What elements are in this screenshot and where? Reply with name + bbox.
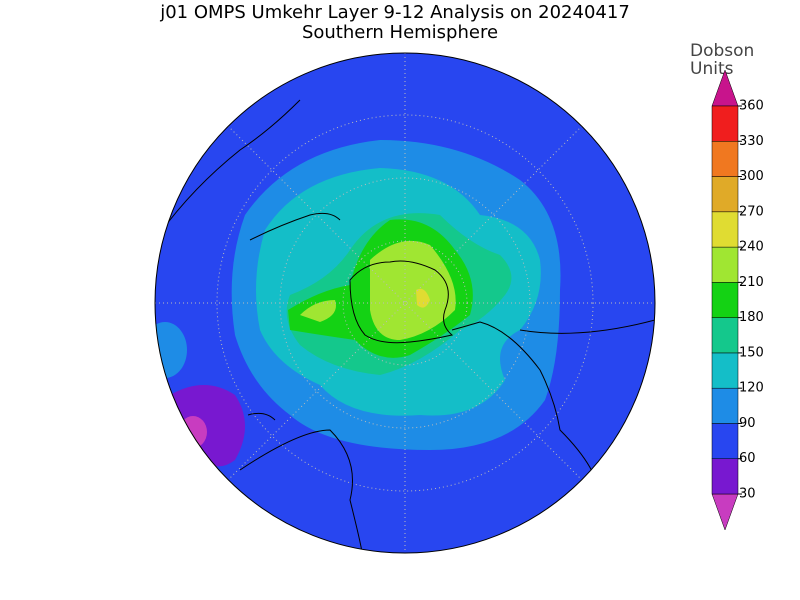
- colorbar-tick-label: 30: [739, 487, 756, 502]
- colorbar: Dobson Units 30 60 90 120 150 180 210 240 270 300…: [690, 41, 764, 531]
- colorbar-tick-label: 120: [739, 381, 764, 396]
- colorbar-tick-label: 150: [739, 345, 764, 360]
- colorbar-bin: [711, 282, 739, 318]
- colorbar-tick-label: 300: [739, 169, 764, 184]
- colorbar-bin: [711, 176, 739, 213]
- graticule: [155, 53, 655, 553]
- coastlines: [155, 99, 655, 553]
- colorbar-bin: [711, 105, 739, 142]
- colorbar-tick-label: 60: [739, 451, 756, 466]
- colorbar-tick-label: 270: [739, 204, 764, 219]
- colorbar-bin: [711, 352, 739, 389]
- colorbar-label: Units: [690, 59, 734, 79]
- polar-map: [154, 52, 656, 554]
- subtitle: Southern Hemisphere: [302, 22, 498, 43]
- colorbar-bin: [711, 458, 739, 495]
- colorbar-tick-label: 330: [739, 134, 764, 149]
- colorbar-label: Dobson: [690, 41, 754, 61]
- colorbar-bin: [711, 423, 739, 459]
- colorbar-tick-label: 210: [739, 275, 764, 290]
- colorbar-bin: [711, 211, 739, 248]
- colorbar-bin: [711, 317, 739, 354]
- field-below-30: [179, 416, 207, 448]
- field-210-240: [300, 240, 456, 340]
- title: j01 OMPS Umkehr Layer 9-12 Analysis on 2…: [159, 2, 630, 23]
- field-90-120: [155, 322, 187, 378]
- colorbar-tick-label: 240: [739, 240, 764, 255]
- colorbar-extend-low: [711, 493, 739, 531]
- colorbar-tick-label: 90: [739, 416, 756, 431]
- colorbar-bin: [711, 141, 739, 177]
- colorbar-bin: [711, 387, 739, 424]
- colorbar-bin: [711, 246, 739, 283]
- colorbar-tick-label: 180: [739, 310, 764, 325]
- colorbar-tick-label: 360: [739, 99, 764, 114]
